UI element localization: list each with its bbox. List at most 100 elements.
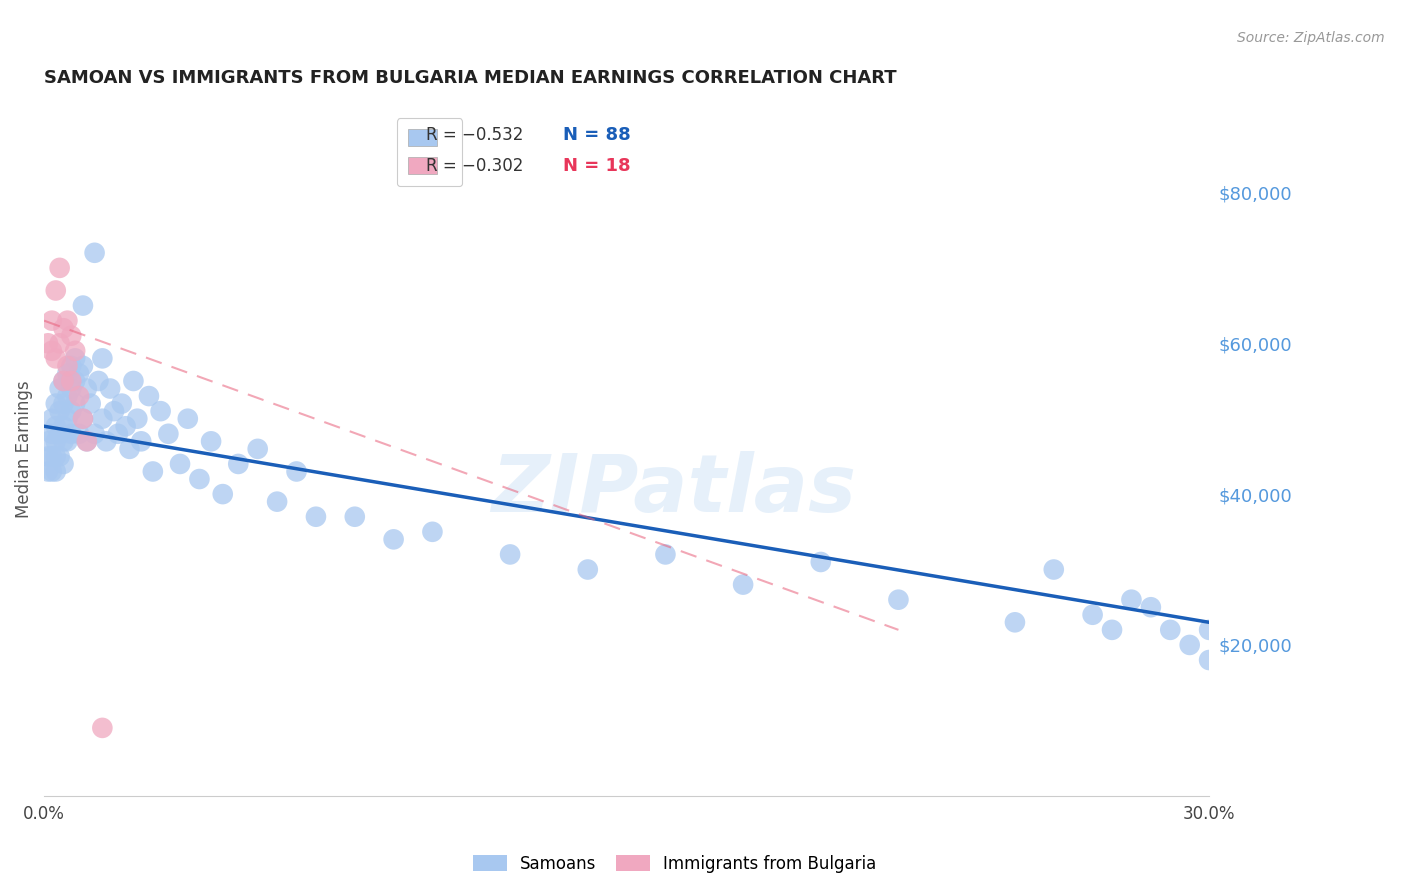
Point: [48, 336, 70, 351]
Point: [60, 328, 83, 343]
Point: [41, 411, 63, 425]
Point: [67, 426, 90, 441]
Point: [60, 359, 83, 373]
Point: [91, 721, 114, 735]
Point: [422, 524, 444, 539]
Point: [1004, 615, 1026, 630]
Point: [226, 457, 249, 471]
Point: [157, 426, 180, 441]
Point: [41, 426, 63, 441]
Point: [80, 396, 103, 410]
Point: [37, 336, 59, 351]
Point: [60, 374, 83, 388]
Point: [45, 465, 67, 479]
Point: [72, 359, 94, 373]
Point: [63, 351, 86, 366]
Text: N = 88: N = 88: [562, 127, 630, 145]
Y-axis label: Median Earnings: Median Earnings: [15, 380, 32, 517]
Point: [169, 457, 191, 471]
Point: [72, 411, 94, 425]
Point: [1101, 623, 1123, 637]
Text: R = −0.532: R = −0.532: [426, 127, 523, 145]
Point: [83, 426, 105, 441]
Point: [63, 396, 86, 410]
Point: [45, 396, 67, 410]
Point: [67, 367, 90, 381]
Point: [1140, 600, 1163, 615]
Point: [76, 434, 98, 449]
Point: [56, 389, 79, 403]
Point: [576, 562, 599, 576]
Point: [107, 426, 129, 441]
Point: [45, 434, 67, 449]
Text: N = 18: N = 18: [562, 158, 630, 176]
Point: [45, 419, 67, 434]
Point: [266, 494, 288, 508]
Point: [41, 313, 63, 327]
Point: [138, 389, 160, 403]
Point: [37, 434, 59, 449]
Point: [103, 404, 125, 418]
Point: [45, 450, 67, 464]
Point: [810, 555, 832, 569]
Point: [499, 548, 522, 562]
Point: [52, 419, 75, 434]
Point: [48, 260, 70, 275]
Text: SAMOAN VS IMMIGRANTS FROM BULGARIA MEDIAN EARNINGS CORRELATION CHART: SAMOAN VS IMMIGRANTS FROM BULGARIA MEDIA…: [44, 69, 897, 87]
Point: [56, 313, 79, 327]
Point: [200, 434, 222, 449]
Point: [41, 343, 63, 358]
Point: [111, 396, 134, 410]
Point: [56, 434, 79, 449]
Point: [52, 374, 75, 388]
Point: [45, 351, 67, 366]
Point: [41, 465, 63, 479]
Point: [96, 434, 118, 449]
Text: Source: ZipAtlas.com: Source: ZipAtlas.com: [1237, 31, 1385, 45]
Point: [48, 404, 70, 418]
Legend:  ,  : ,: [396, 118, 463, 186]
Point: [56, 367, 79, 381]
Point: [48, 382, 70, 396]
Point: [733, 577, 755, 591]
Point: [98, 382, 121, 396]
Point: [1042, 562, 1064, 576]
Point: [48, 450, 70, 464]
Point: [72, 299, 94, 313]
Point: [188, 472, 211, 486]
Point: [1121, 592, 1143, 607]
Point: [1198, 623, 1220, 637]
Point: [114, 419, 136, 434]
Point: [52, 457, 75, 471]
Point: [246, 442, 269, 456]
Point: [52, 321, 75, 335]
Point: [149, 404, 172, 418]
Point: [52, 396, 75, 410]
Point: [305, 509, 328, 524]
Point: [37, 465, 59, 479]
Point: [56, 411, 79, 425]
Text: R = −0.302: R = −0.302: [426, 158, 523, 176]
Legend: Samoans, Immigrants from Bulgaria: Samoans, Immigrants from Bulgaria: [467, 848, 883, 880]
Point: [63, 374, 86, 388]
Point: [52, 434, 75, 449]
Point: [1081, 607, 1104, 622]
Point: [60, 426, 83, 441]
Point: [118, 442, 141, 456]
Point: [52, 374, 75, 388]
Point: [122, 374, 145, 388]
Point: [91, 351, 114, 366]
Point: [142, 465, 165, 479]
Point: [76, 382, 98, 396]
Point: [887, 592, 910, 607]
Text: ZIPatlas: ZIPatlas: [491, 451, 856, 530]
Point: [127, 411, 149, 425]
Point: [1159, 623, 1181, 637]
Point: [654, 548, 676, 562]
Point: [87, 374, 110, 388]
Point: [41, 450, 63, 464]
Point: [56, 359, 79, 373]
Point: [48, 426, 70, 441]
Point: [91, 411, 114, 425]
Point: [382, 533, 405, 547]
